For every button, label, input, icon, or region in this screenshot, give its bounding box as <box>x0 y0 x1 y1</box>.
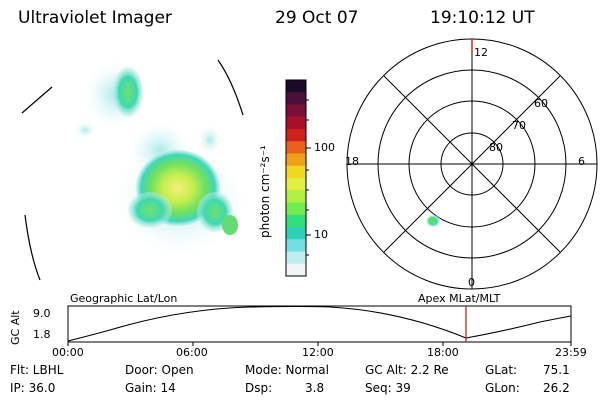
colorbar <box>286 80 306 277</box>
polar-lat-60: 60 <box>534 97 548 110</box>
geographic-title: Geographic Lat/Lon <box>70 292 178 305</box>
altitude-ytick-1-8: 1.8 <box>33 328 51 341</box>
altitude-xtick-2359: 23:59 <box>555 346 587 359</box>
colorbar-ticks <box>306 99 311 256</box>
polar-label-18: 18 <box>345 155 359 168</box>
info-glon-label: GLon: <box>485 381 520 395</box>
info-dsp-label: Dsp: <box>245 381 273 395</box>
info-ip: IP: 36.0 <box>10 381 56 395</box>
altitude-xtick-0600: 06:00 <box>176 346 208 359</box>
polar-plot <box>346 38 598 290</box>
polar-aurora-spot <box>426 215 440 227</box>
info-mode: Mode: Normal <box>245 363 329 377</box>
limb-arc-top-right <box>217 59 244 116</box>
colorbar-frame <box>285 79 307 277</box>
colorbar-band <box>286 178 306 191</box>
altitude-curve <box>67 305 572 342</box>
time-label: 19:10:12 UT <box>430 8 535 28</box>
colorbar-band <box>286 202 306 216</box>
colorbar-band <box>286 153 306 167</box>
polar-lat-80: 80 <box>489 141 503 154</box>
colorbar-unit-label: photon cm⁻²s⁻¹ <box>258 145 272 238</box>
info-filter: Flt: LBHL <box>10 363 64 377</box>
colorbar-band <box>286 263 306 277</box>
auroral-image <box>75 61 245 255</box>
colorbar-band <box>286 227 306 240</box>
altitude-ytick-9: 9.0 <box>33 307 51 320</box>
date-label: 29 Oct 07 <box>275 8 359 28</box>
apex-title: Apex MLat/MLT <box>418 292 501 305</box>
info-glat-label: GLat: <box>485 363 518 377</box>
colorbar-tick-10: 10 <box>314 228 328 241</box>
info-gain: Gain: 14 <box>125 381 176 395</box>
altitude-plot-frame <box>67 305 572 343</box>
info-door: Door: Open <box>125 363 194 377</box>
altitude-xtick-0000: 00:00 <box>52 346 84 359</box>
colorbar-band <box>286 165 306 179</box>
colorbar-band <box>286 104 306 118</box>
polar-label-6: 6 <box>578 155 585 168</box>
earth-limb-arcs <box>21 59 244 281</box>
colorbar-band <box>286 214 306 228</box>
limb-arc-top-left <box>21 86 53 114</box>
polar-lat-70: 70 <box>512 119 526 132</box>
info-gc-alt: GC Alt: 2.2 Re <box>365 363 449 377</box>
polar-axis-diag-2 <box>383 75 561 253</box>
colorbar-band <box>286 251 306 265</box>
colorbar-band <box>286 116 306 130</box>
polar-label-12: 12 <box>474 46 488 59</box>
colorbar-band <box>286 141 306 154</box>
colorbar-band <box>286 190 306 203</box>
colorbar-band <box>286 80 306 93</box>
info-glat-value: 75.1 <box>543 363 570 377</box>
colorbar-band <box>286 92 306 105</box>
info-seq: Seq: 39 <box>365 381 411 395</box>
colorbar-tick-100: 100 <box>314 141 335 154</box>
app-title: Ultraviolet Imager <box>18 8 172 28</box>
colorbar-band <box>286 239 306 252</box>
altitude-xtick-1800: 18:00 <box>427 346 459 359</box>
info-glon-value: 26.2 <box>543 381 570 395</box>
altitude-ylabel: GC Alt <box>9 310 22 345</box>
info-dsp-value: 3.8 <box>305 381 325 395</box>
altitude-xtick-1200: 12:00 <box>302 346 334 359</box>
polar-label-0: 0 <box>468 276 475 289</box>
altitude-x-ticks <box>67 342 572 346</box>
colorbar-band <box>286 129 306 142</box>
limb-arc-bottom-left <box>24 214 41 281</box>
